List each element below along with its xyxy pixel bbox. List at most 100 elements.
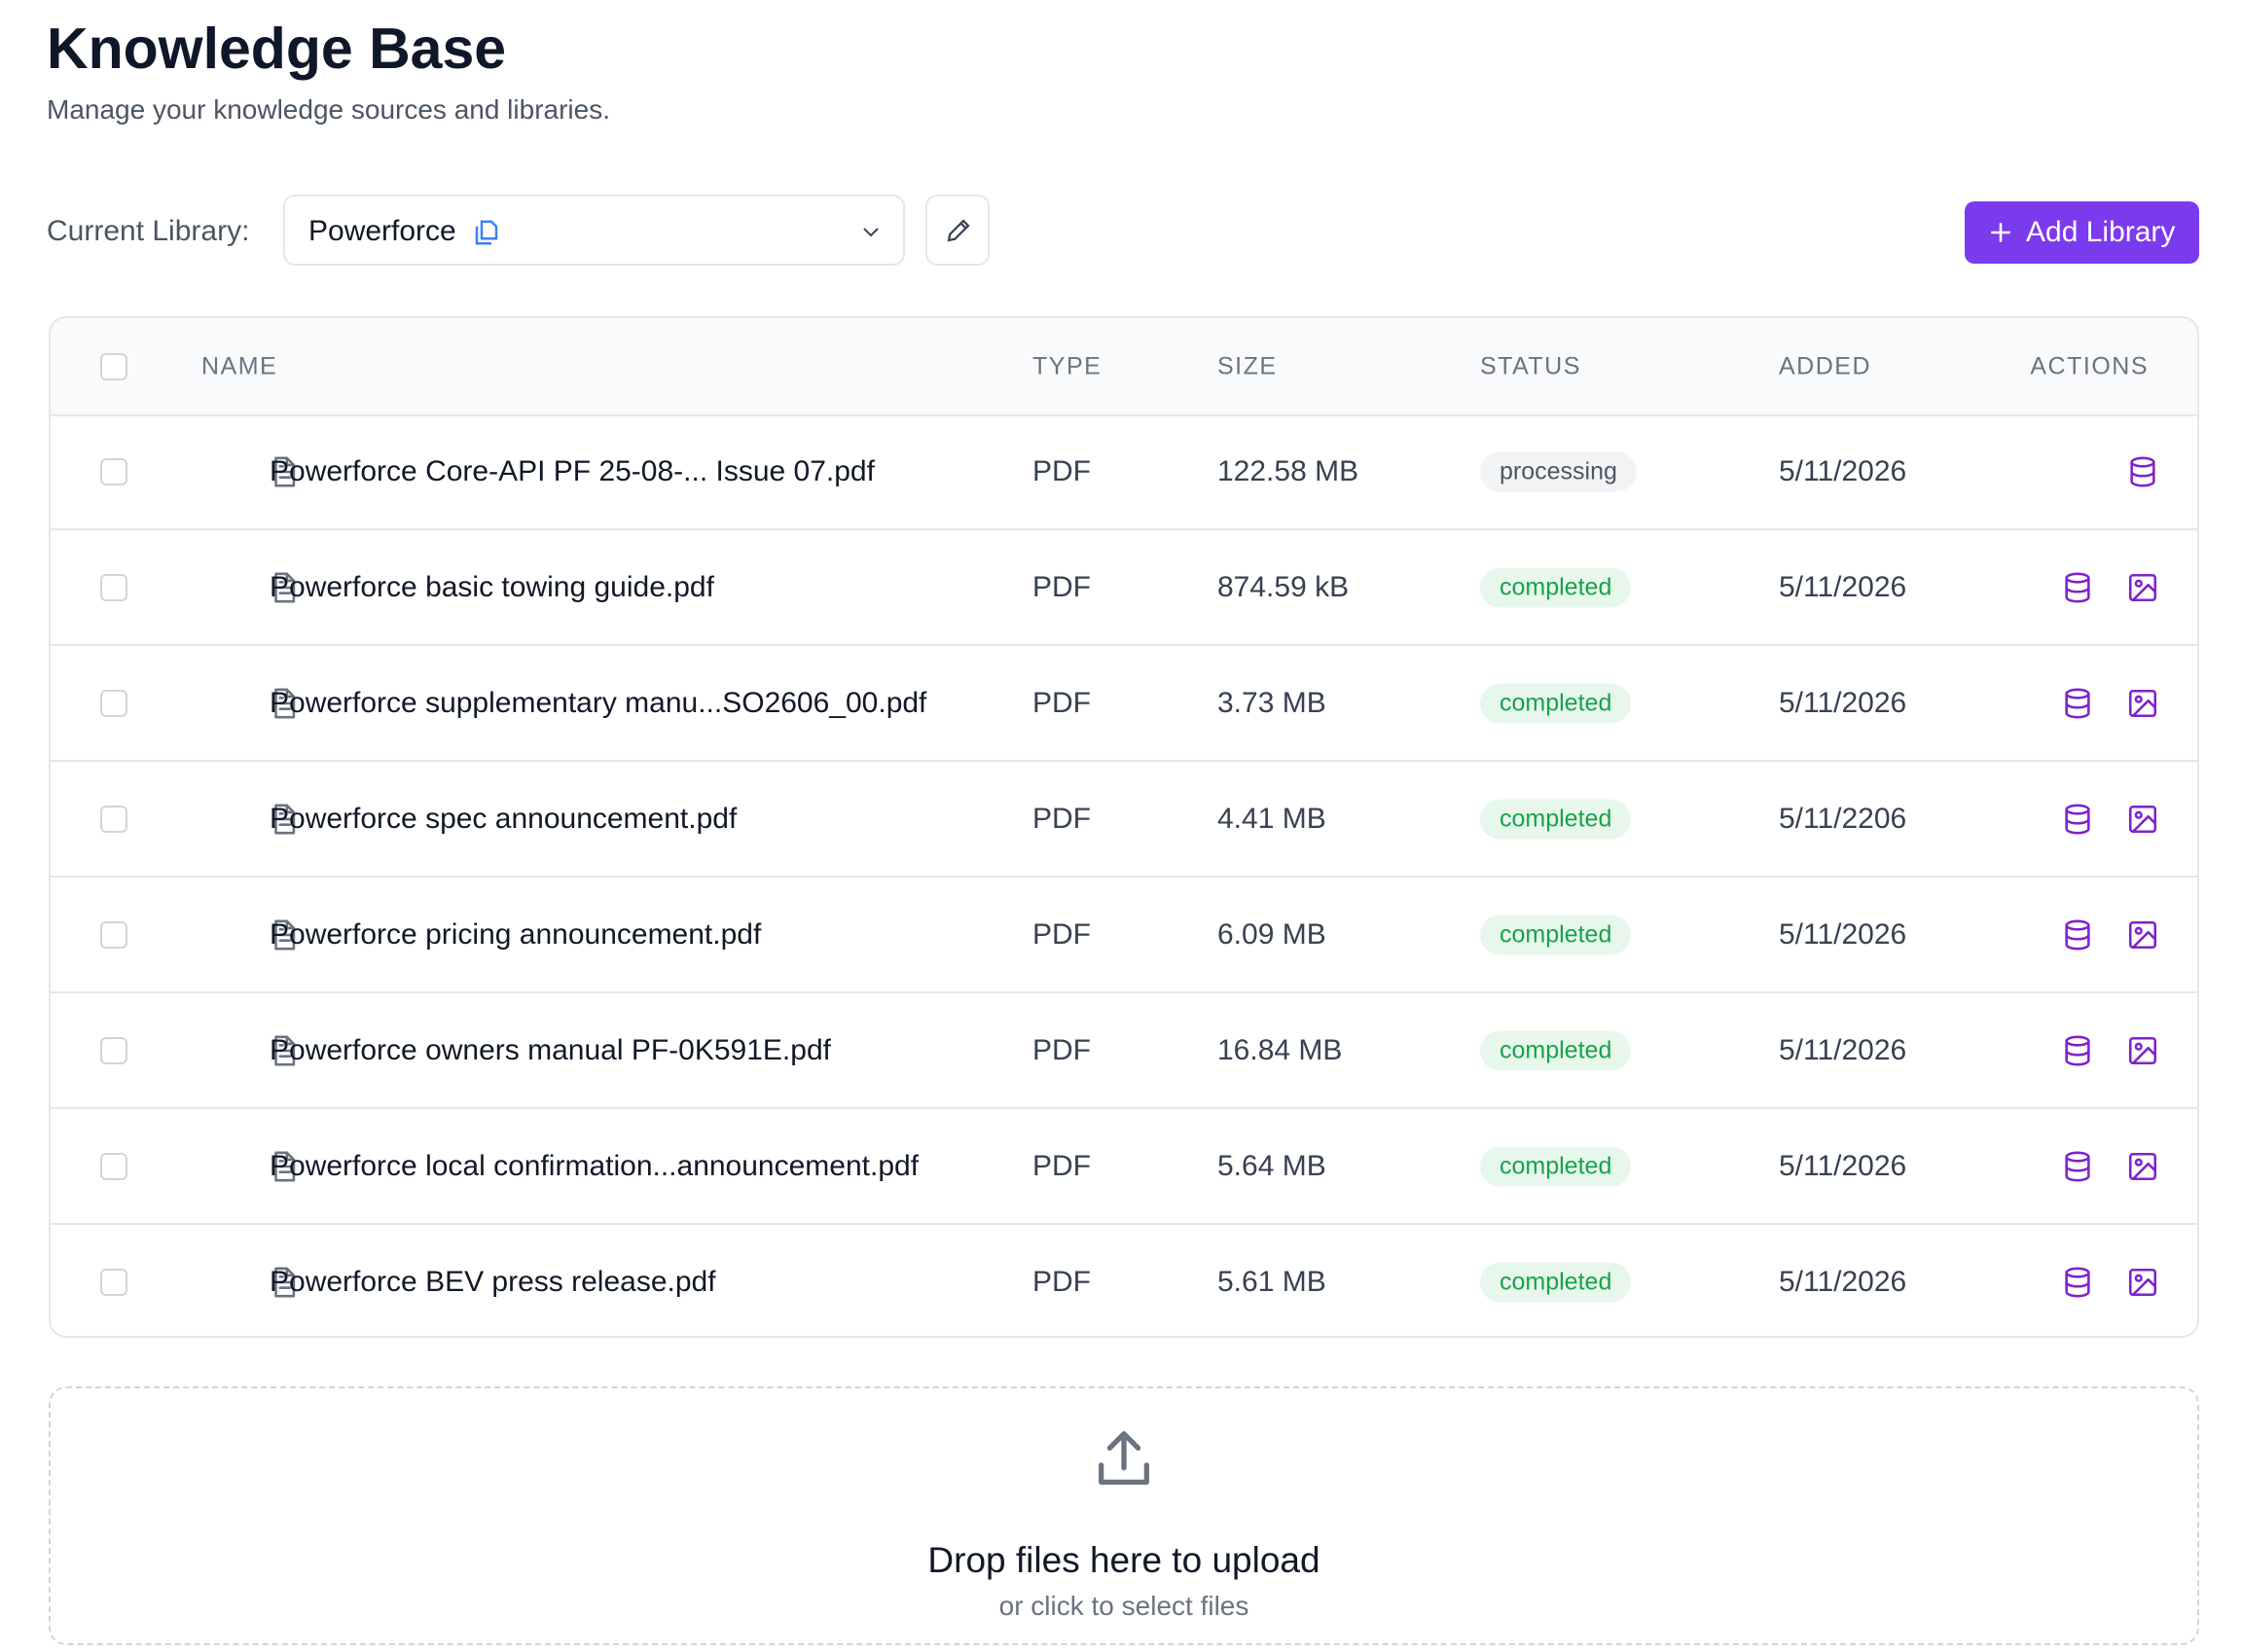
dropzone-title: Drop files here to upload xyxy=(927,1540,1320,1580)
action-database-svg xyxy=(2065,688,2090,719)
table-header: NAME TYPE SIZE STATUS ADDED ACTIONS xyxy=(51,318,2197,416)
file-size: 6.09 MB xyxy=(1217,918,1326,951)
row-checkbox[interactable] xyxy=(100,1153,127,1180)
file-icon xyxy=(268,571,301,609)
action-database-svg xyxy=(2065,572,2090,603)
select-all-checkbox[interactable] xyxy=(100,353,127,380)
row-checkbox[interactable] xyxy=(100,806,127,833)
table-row: Powerforce pricing announcement.pdf PDF 6.… xyxy=(51,878,2197,993)
status-badge: completed xyxy=(1480,567,1632,608)
action-images[interactable] xyxy=(2126,1034,2159,1072)
file-type: PDF xyxy=(1032,1034,1091,1066)
file-size: 16.84 MB xyxy=(1217,1034,1343,1066)
action-images-svg xyxy=(2128,573,2157,602)
file-icon xyxy=(268,918,301,956)
file-type: PDF xyxy=(1032,803,1091,835)
date-added: 5/11/2026 xyxy=(1779,1150,1907,1182)
action-database[interactable] xyxy=(2061,1266,2094,1304)
action-database-svg xyxy=(2130,456,2155,487)
action-database[interactable] xyxy=(2061,1034,2094,1072)
file-name: Powerforce spec announcement.pdf xyxy=(270,803,738,835)
status-badge: completed xyxy=(1480,1146,1632,1187)
file-icon xyxy=(268,1266,301,1304)
table-row: Powerforce BEV press release.pdf PDF 5.61 … xyxy=(51,1225,2197,1336)
file-name: Powerforce basic towing guide.pdf xyxy=(270,571,714,603)
action-database[interactable] xyxy=(2061,1150,2094,1188)
action-database[interactable] xyxy=(2061,803,2094,841)
file-name: Powerforce supplementary manu...SO2606_0… xyxy=(270,687,927,719)
library-current: Powerforce xyxy=(308,215,456,247)
date-added: 5/11/2026 xyxy=(1779,687,1907,719)
action-images[interactable] xyxy=(2126,1266,2159,1304)
row-checkbox[interactable] xyxy=(100,574,127,601)
action-images[interactable] xyxy=(2126,687,2159,725)
table-row: Powerforce supplementary manu...SO2606_0… xyxy=(51,646,2197,762)
action-images[interactable] xyxy=(2126,918,2159,956)
chevron-icon xyxy=(863,228,879,237)
action-images-svg xyxy=(2128,1036,2157,1065)
column-header: ADDED xyxy=(1779,352,1872,380)
row-checkbox[interactable] xyxy=(100,1037,127,1064)
action-images[interactable] xyxy=(2126,1150,2159,1188)
date-added: 5/11/2206 xyxy=(1779,803,1907,835)
action-database-svg xyxy=(2065,1151,2090,1182)
upload-dropzone[interactable]: Drop files here to upload or click to se… xyxy=(49,1386,2199,1645)
file-size: 874.59 kB xyxy=(1217,571,1350,603)
column-header: ACTIONS xyxy=(2030,352,2149,380)
status-badge: completed xyxy=(1480,683,1632,724)
action-images-svg xyxy=(2128,805,2157,834)
file-icon-svg xyxy=(274,804,296,835)
row-checkbox[interactable] xyxy=(100,458,127,485)
upload-icon xyxy=(1099,1431,1149,1485)
file-table: NAME TYPE SIZE STATUS ADDED ACTIONS Powerforc… xyxy=(49,316,2199,1338)
action-database[interactable] xyxy=(2061,918,2094,956)
file-type: PDF xyxy=(1032,1150,1091,1182)
action-database[interactable] xyxy=(2061,571,2094,609)
column-header: NAME xyxy=(201,352,278,380)
file-icon xyxy=(268,687,301,725)
add-library-button[interactable]: Add Library xyxy=(1965,201,2199,264)
file-size: 3.73 MB xyxy=(1217,687,1326,719)
action-images-svg xyxy=(2128,1268,2157,1297)
file-type: PDF xyxy=(1032,687,1091,719)
table-row: Powerforce basic towing guide.pdf PDF 874.… xyxy=(51,530,2197,646)
library-select[interactable]: Powerforce xyxy=(283,195,905,266)
file-icon-svg xyxy=(274,919,296,951)
column-header: TYPE xyxy=(1032,352,1103,380)
action-database-svg xyxy=(2065,1035,2090,1066)
add-library-label: Add Library xyxy=(2026,216,2176,248)
file-type: PDF xyxy=(1032,455,1091,487)
action-images[interactable] xyxy=(2126,571,2159,609)
file-type: PDF xyxy=(1032,918,1091,951)
date-added: 5/11/2026 xyxy=(1779,571,1907,603)
file-icon-svg xyxy=(274,456,296,487)
file-icon xyxy=(268,1150,301,1188)
file-size: 5.64 MB xyxy=(1217,1150,1326,1182)
row-checkbox[interactable] xyxy=(100,921,127,949)
table-row: Powerforce spec announcement.pdf PDF 4.41 … xyxy=(51,762,2197,878)
table-row: Powerforce owners manual PF-0K591E.pdf PD… xyxy=(51,993,2197,1109)
library-icon xyxy=(475,220,498,245)
file-name: Powerforce BEV press release.pdf xyxy=(270,1266,716,1298)
row-checkbox[interactable] xyxy=(100,690,127,717)
action-database-svg xyxy=(2065,919,2090,951)
action-database[interactable] xyxy=(2061,687,2094,725)
file-name: Powerforce Core-API PF 25-08-... Issue 0… xyxy=(270,455,875,487)
edit-button[interactable] xyxy=(925,195,990,266)
date-added: 5/11/2026 xyxy=(1779,1266,1907,1298)
file-icon-svg xyxy=(274,688,296,719)
action-images-svg xyxy=(2128,1152,2157,1181)
action-images[interactable] xyxy=(2126,803,2159,841)
page-title: Knowledge Base xyxy=(47,17,507,81)
action-database-svg xyxy=(2065,804,2090,835)
action-images-svg xyxy=(2128,689,2157,718)
file-icon xyxy=(268,1034,301,1072)
row-checkbox[interactable] xyxy=(100,1269,127,1296)
action-database[interactable] xyxy=(2126,455,2159,493)
action-database-svg xyxy=(2065,1267,2090,1298)
table-row: Powerforce Core-API PF 25-08-... Issue 0… xyxy=(51,414,2197,530)
date-added: 5/11/2026 xyxy=(1779,918,1907,951)
status-badge: completed xyxy=(1480,1262,1632,1303)
file-size: 5.61 MB xyxy=(1217,1266,1326,1298)
